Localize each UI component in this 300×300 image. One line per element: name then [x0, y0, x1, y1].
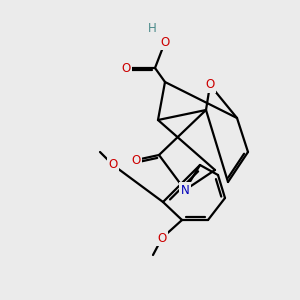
Text: O: O: [108, 158, 118, 172]
Text: O: O: [158, 232, 166, 244]
Text: O: O: [131, 154, 141, 166]
Text: H: H: [148, 22, 156, 34]
Text: O: O: [206, 79, 214, 92]
Text: O: O: [160, 35, 169, 49]
Text: O: O: [122, 61, 130, 74]
Text: N: N: [181, 184, 189, 196]
